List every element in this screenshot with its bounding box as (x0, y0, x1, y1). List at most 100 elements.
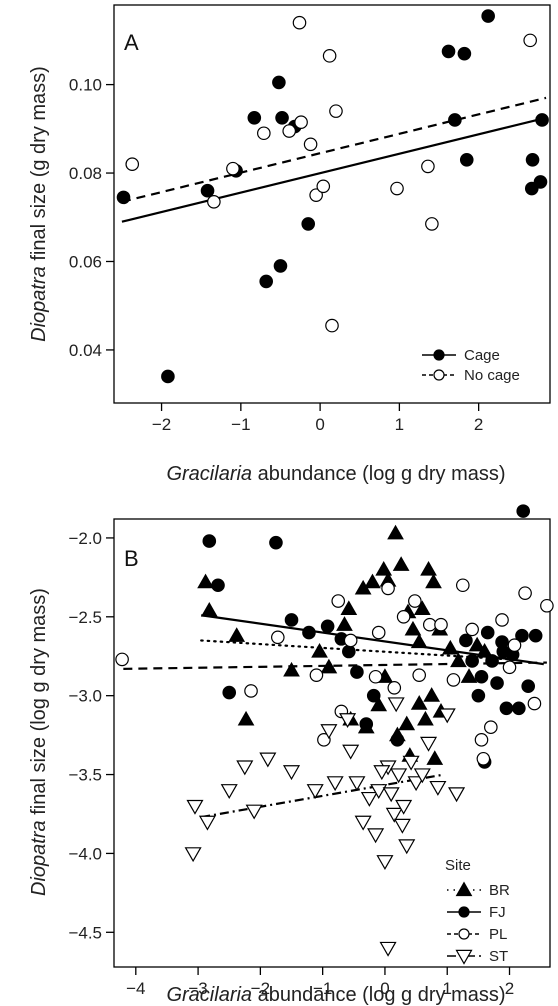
point-no-cage (329, 104, 343, 118)
point-br (425, 573, 442, 589)
point-no-cage (309, 188, 323, 202)
point-fj (366, 688, 381, 703)
x-tick-label: 0 (380, 979, 389, 998)
panel-a-plot-frame (113, 4, 551, 404)
legend-label: FJ (489, 904, 506, 921)
legend-label: BR (489, 882, 510, 899)
point-st (354, 815, 372, 831)
point-st (393, 818, 411, 834)
point-pl (518, 586, 532, 600)
point-no-cage (226, 161, 240, 176)
point-st (245, 804, 263, 820)
point-st (390, 768, 408, 784)
point-st (373, 765, 391, 781)
point-st (360, 791, 378, 807)
point-pl (387, 680, 402, 695)
point-pl (434, 617, 448, 632)
point-fj (342, 644, 356, 659)
point-br (228, 627, 246, 642)
point-br (283, 661, 300, 677)
point-st (198, 815, 216, 831)
panel-a-x-ticks: −2 −1 0 1 2 (152, 403, 483, 434)
point-pl (309, 668, 324, 682)
fit-line-br (200, 639, 511, 661)
point-st (367, 828, 385, 844)
panel-b-letter: B (124, 546, 139, 571)
point-st (429, 780, 447, 796)
point-st (306, 784, 324, 800)
fit-line-pl (123, 661, 547, 670)
panel-a-legend: Cage No cage (422, 347, 520, 384)
point-fj (512, 701, 526, 716)
point-st (259, 752, 277, 768)
point-br (398, 715, 416, 731)
point-st (395, 799, 413, 815)
panel-a-fit-lines (121, 96, 547, 223)
legend-label: ST (489, 948, 508, 965)
point-no-cage (322, 49, 337, 63)
x-tick-label: −2 (152, 415, 171, 434)
point-fj (521, 679, 535, 694)
point-fj (320, 619, 335, 634)
x-tick-label: −1 (313, 979, 332, 998)
x-tick-label: −2 (251, 979, 270, 998)
x-tick-label: −3 (188, 979, 207, 998)
point-st (379, 941, 397, 957)
point-br (336, 616, 353, 631)
point-st (398, 839, 416, 855)
point-no-cage (292, 15, 307, 30)
point-st (407, 776, 425, 792)
point-fj (516, 504, 531, 518)
point-br (197, 573, 214, 589)
point-cage (200, 183, 215, 198)
point-pl (371, 625, 386, 640)
point-cage (272, 75, 286, 90)
point-pl (465, 622, 479, 637)
point-cage (459, 152, 474, 167)
panel-b-plot-frame (113, 518, 551, 968)
point-fj (202, 534, 217, 548)
point-st (438, 708, 456, 724)
point-st (339, 713, 357, 729)
point-pl (412, 668, 426, 682)
point-fj (528, 628, 543, 643)
point-br (311, 642, 328, 658)
point-br (410, 633, 428, 649)
point-pl (527, 696, 542, 711)
point-fj (284, 613, 299, 627)
point-fj (515, 628, 529, 643)
y-tick-label: −3.5 (68, 766, 102, 785)
point-br (450, 652, 467, 668)
panel-b-y-ticks: −4.5 −4.0 −3.5 −3.0 −2.5 −2.0 (68, 529, 114, 942)
legend-marker (455, 949, 473, 965)
y-tick-label: 0.10 (69, 76, 102, 95)
x-tick-label: 2 (505, 979, 514, 998)
point-fj (480, 625, 495, 640)
point-fj (390, 733, 405, 747)
point-br (413, 600, 431, 616)
legend-marker (433, 349, 445, 361)
point-cage (116, 190, 131, 205)
x-tick-label: 0 (315, 415, 324, 434)
point-fj (490, 676, 504, 690)
legend-marker (458, 928, 470, 940)
point-cage (161, 369, 175, 384)
point-fj (459, 633, 473, 648)
panel-a: A −2 −1 0 1 2 0.04 0.06 0.08 0.10 Gracilaria ab… (28, 4, 551, 485)
point-no-cage (257, 126, 271, 141)
point-st (382, 787, 400, 803)
point-pl (317, 733, 331, 747)
point-pl (343, 633, 358, 648)
point-st (236, 760, 254, 776)
point-st (370, 784, 388, 800)
legend-marker (433, 369, 445, 381)
panel-b-legend: Site BR FJ PL ST (445, 857, 510, 965)
point-br (426, 750, 444, 765)
point-st (184, 847, 202, 863)
point-pl (368, 669, 383, 684)
point-st (420, 736, 438, 752)
point-pl (540, 598, 554, 613)
point-cage (441, 44, 456, 59)
point-st (413, 768, 431, 784)
